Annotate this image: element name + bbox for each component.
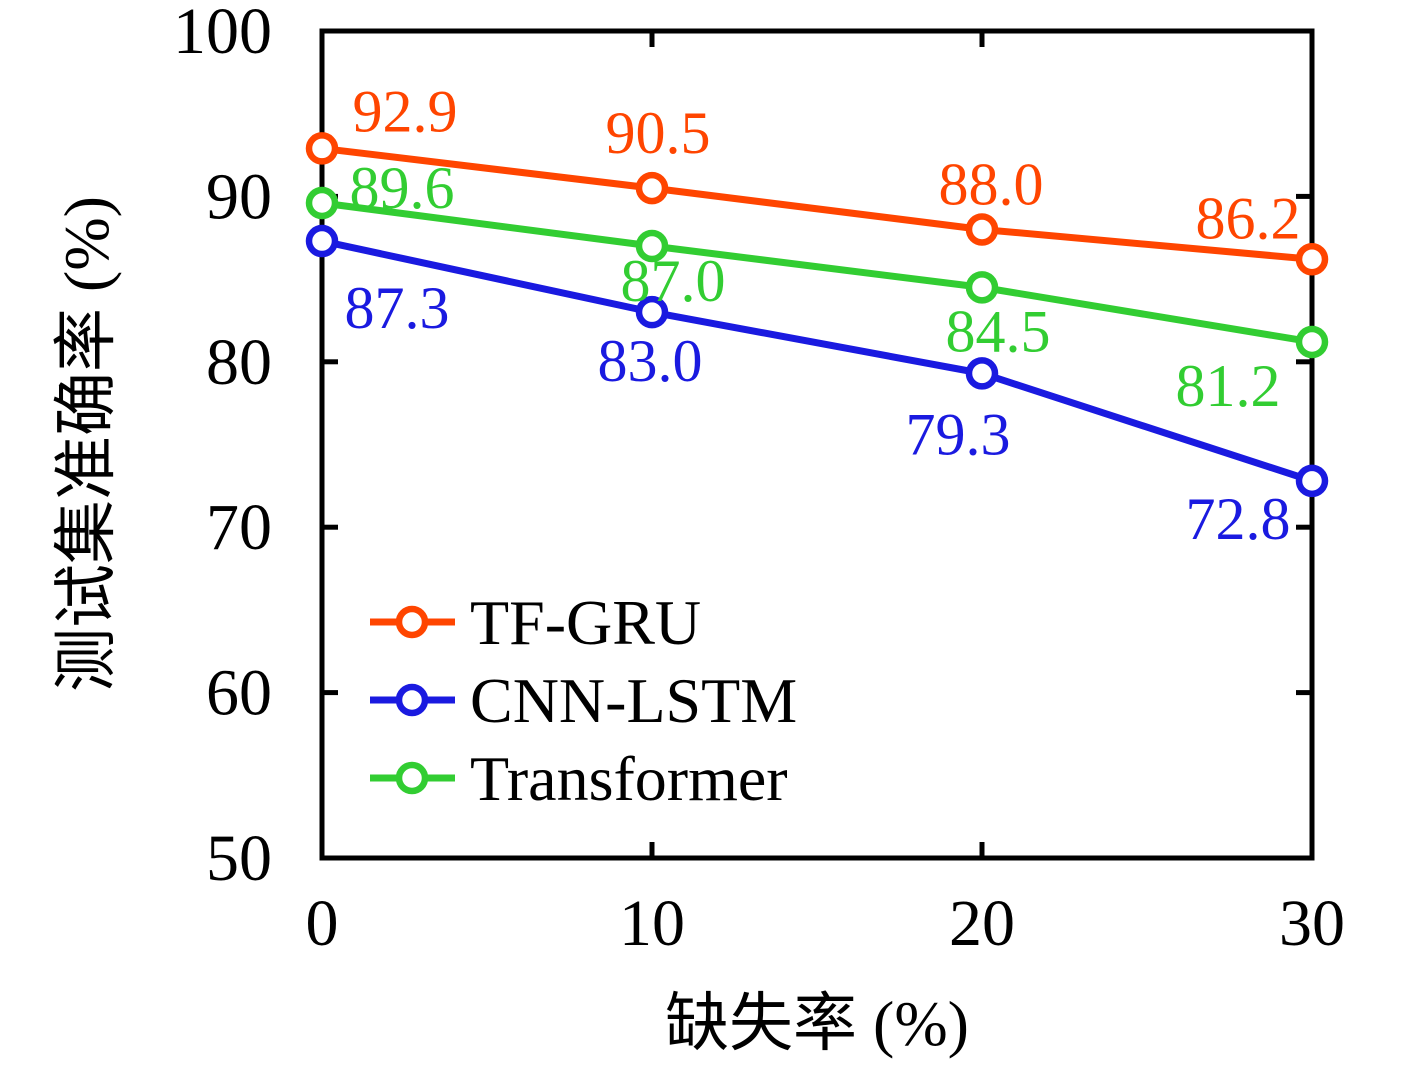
data-point-marker	[635, 171, 669, 205]
data-label: 83.0	[598, 328, 703, 394]
data-point-marker	[1295, 325, 1329, 359]
data-point-marker	[1295, 464, 1329, 498]
series-line-TF-GRU	[321, 144, 1313, 263]
data-point-marker	[965, 213, 999, 246]
plot-border	[319, 28, 1315, 861]
data-point-marker	[305, 132, 339, 165]
series-group	[305, 132, 1329, 498]
y-tick-label: 50	[206, 822, 272, 895]
legend-marker	[395, 761, 429, 795]
x-tick-label: 30	[1279, 887, 1345, 960]
data-point-marker	[965, 357, 999, 390]
x-tick-label: 0	[306, 887, 339, 960]
data-label: 87.3	[345, 275, 450, 341]
data-label: 89.6	[350, 155, 455, 221]
y-axis-label: 测试集准确率 (%)	[51, 196, 122, 692]
series-line-CNN-LSTM	[321, 237, 1314, 485]
data-label: 86.2	[1196, 185, 1301, 251]
data-point-marker	[635, 229, 669, 263]
axes-group: 0 10 20 30 50 60 70 80 90 100	[173, 0, 1345, 960]
x-axis-label: 缺失率 (%)	[665, 988, 969, 1059]
legend-label: CNN-LSTM	[470, 665, 797, 736]
data-point-marker	[305, 224, 339, 258]
data-point-marker	[635, 295, 669, 329]
data-label: 92.9	[353, 78, 458, 144]
data-labels-group: 92.9 90.5 88.0 86.2 87.3 83.0 79.3 72.8 89.6 87.0…	[345, 78, 1301, 551]
data-label: 81.2	[1176, 353, 1281, 419]
legend-item-Transformer: Transformer	[370, 743, 788, 814]
legend-marker	[395, 605, 429, 639]
legend-label: Transformer	[470, 743, 788, 814]
y-tick-label: 60	[206, 657, 272, 730]
y-tick-label: 80	[206, 326, 272, 399]
legend-label: TF-GRU	[470, 587, 701, 658]
data-label: 84.5	[946, 298, 1051, 364]
data-point-marker	[305, 186, 339, 220]
y-tick-label: 100	[173, 0, 272, 68]
legend-item-TF-GRU: TF-GRU	[370, 587, 701, 658]
data-point-marker	[1295, 243, 1329, 276]
legend-item-CNN-LSTM: CNN-LSTM	[370, 665, 797, 736]
y-tick-label: 90	[206, 160, 272, 233]
y-tick-label: 70	[206, 491, 272, 564]
data-label: 79.3	[906, 401, 1011, 467]
series-line-Transformer	[321, 199, 1313, 346]
x-tick-label: 20	[949, 887, 1015, 960]
data-label: 72.8	[1186, 486, 1291, 552]
legend-marker	[395, 683, 429, 717]
data-point-marker	[965, 271, 999, 304]
data-label: 90.5	[606, 100, 711, 166]
x-tick-label: 10	[619, 887, 685, 960]
data-label: 87.0	[621, 248, 726, 314]
data-label: 88.0	[939, 151, 1044, 217]
